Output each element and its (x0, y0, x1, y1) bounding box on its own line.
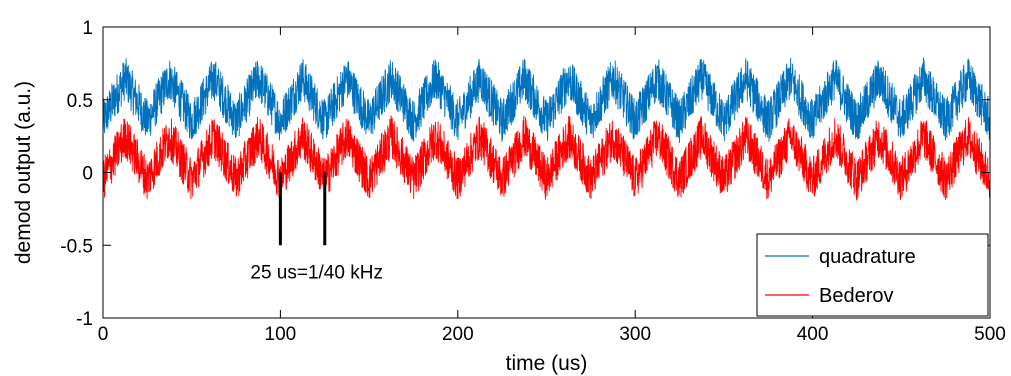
y-tick-label: -0.5 (60, 236, 93, 257)
x-tick-label: 200 (442, 324, 474, 345)
annotation-label: 25 us=1/40 kHz (250, 262, 383, 283)
x-tick-label: 400 (797, 324, 829, 345)
x-tick-label: 300 (619, 324, 651, 345)
legend-label-bederov: Bederov (819, 285, 894, 307)
x-tick-label: 500 (974, 324, 1006, 345)
legend: quadrature Bederov (756, 233, 989, 317)
legend-item-bederov: Bederov (765, 285, 894, 307)
plot-area (103, 57, 990, 201)
x-tick-label: 100 (265, 324, 297, 345)
annotation: 25 us=1/40 kHz (250, 172, 383, 283)
axes: 0 100 200 300 400 500 1 0.5 0 -0.5 -1 (60, 18, 1006, 345)
series-line-quadrature (103, 57, 990, 144)
y-axis-title: demod output (a.u.) (12, 81, 35, 264)
y-tick-label: 1 (82, 18, 93, 39)
y-tick-label: 0.5 (67, 91, 93, 112)
series-line-bederov (103, 115, 990, 201)
legend-item-quadrature: quadrature (765, 246, 916, 268)
y-tick-label: 0 (82, 164, 93, 185)
x-axis-title: time (us) (506, 352, 588, 375)
legend-box (756, 233, 989, 317)
y-tick-label: -1 (76, 309, 93, 330)
legend-label-quadrature: quadrature (819, 246, 916, 268)
x-tick-label: 0 (98, 324, 109, 345)
